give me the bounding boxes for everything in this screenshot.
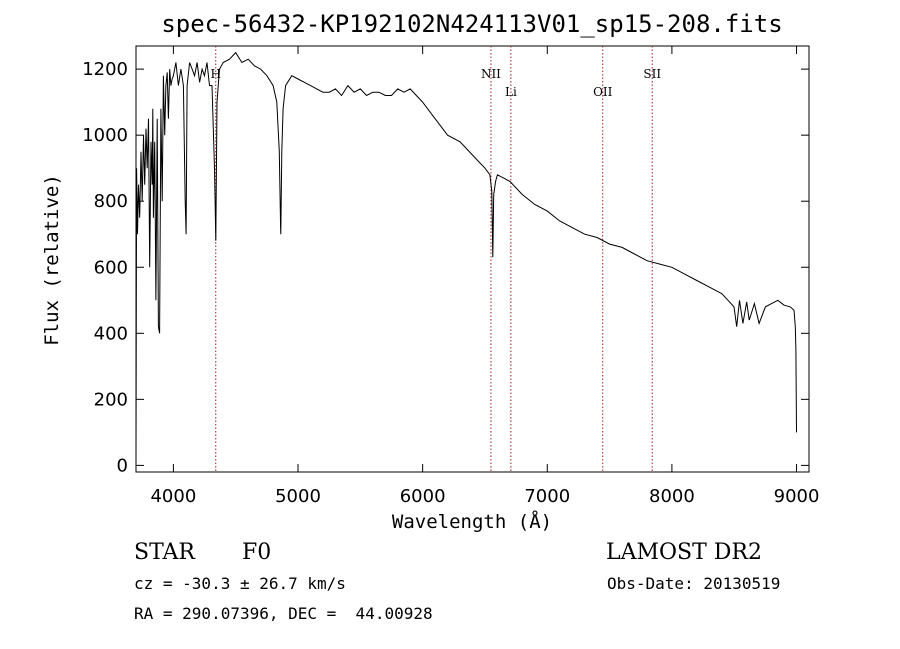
marker-label-li: Li: [505, 85, 517, 99]
y-tick-label: 0: [117, 455, 128, 476]
marker-label-h: H: [211, 67, 221, 81]
plot-frame: [135, 45, 810, 473]
spectral-class: F0: [242, 540, 272, 565]
survey-name: LAMOST DR2: [606, 540, 762, 565]
marker-label-nii: NII: [481, 67, 501, 81]
x-tick-label: 8000: [649, 486, 695, 507]
spectrum-line: [135, 51, 797, 459]
obs-date-text: Obs-Date: 20130519: [607, 574, 781, 593]
y-tick-label: 600: [94, 257, 128, 278]
redshift-text: cz = -30.3 ± 26.7 km/s: [134, 574, 346, 593]
x-tick-label: 4000: [150, 486, 196, 507]
y-axis-label: Flux (relative): [41, 174, 63, 346]
x-tick-label: 6000: [400, 486, 446, 507]
x-tick-label: 9000: [774, 486, 820, 507]
axis-ticks: 4000 5000 6000 7000 8000 9000 0 200 400 600 800 100…: [82, 46, 819, 507]
x-tick-label: 5000: [275, 486, 321, 507]
marker-label-sii: SII: [643, 67, 661, 81]
plot-area: H NII Li OII SII 4000 5000 6000 7000 8000 9000 0 20…: [82, 45, 819, 507]
coordinates-text: RA = 290.07396, DEC = 44.00928: [134, 604, 433, 623]
x-tick-label: 7000: [524, 486, 570, 507]
x-axis-label: Wavelength (Å): [392, 510, 552, 533]
y-tick-label: 1000: [82, 125, 128, 146]
object-type: STAR: [134, 540, 195, 565]
y-tick-label: 800: [94, 191, 128, 212]
chart-title: spec-56432-KP192102N424113V01_sp15-208.f…: [161, 10, 782, 38]
marker-label-oii: OII: [593, 85, 613, 99]
y-tick-label: 200: [94, 389, 128, 410]
y-tick-label: 400: [94, 323, 128, 344]
y-tick-label: 1200: [82, 59, 128, 80]
emission-line-markers: H NII Li OII SII: [211, 46, 661, 472]
